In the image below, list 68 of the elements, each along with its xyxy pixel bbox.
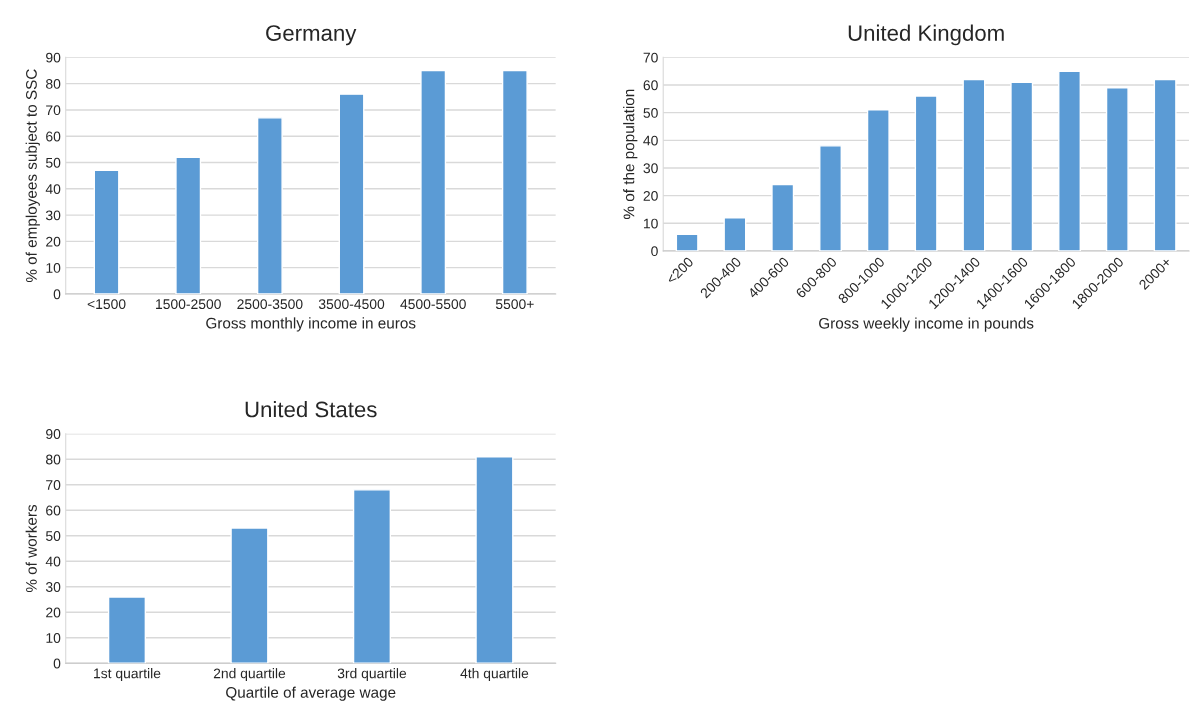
- bar: [107, 596, 147, 664]
- bar: [475, 456, 514, 664]
- y-tick-label: 80: [46, 454, 61, 465]
- bar: [819, 145, 842, 251]
- y-tick-label: 10: [46, 633, 61, 643]
- x-tick-label: 1st quartile: [94, 668, 161, 682]
- y-axis-title: % of employees subject to SSC: [25, 69, 40, 283]
- bar: [1105, 87, 1129, 251]
- y-tick-label: 40: [45, 184, 61, 194]
- x-tick-label: 1500-2500: [156, 299, 221, 310]
- y-tick-label: 0: [53, 289, 61, 300]
- y-tick-label: 60: [46, 505, 61, 516]
- bar: [1058, 70, 1081, 251]
- bar: [230, 527, 269, 664]
- x-tick-label: 2500-3500: [237, 299, 303, 310]
- x-tick-label: 3rd quartile: [337, 668, 407, 682]
- y-tick-label: 70: [46, 480, 61, 490]
- y-tick-label: 30: [45, 582, 61, 592]
- y-tick-label: 20: [643, 190, 658, 201]
- x-tick-label: 5500+: [495, 299, 534, 310]
- x-tick-label: 3500-4500: [318, 299, 385, 310]
- x-tick-label: 2nd quartile: [213, 668, 286, 682]
- y-tick-label: 50: [45, 531, 61, 541]
- x-tick-label: 4500-5500: [400, 299, 466, 310]
- x-axis-title: Gross weekly income in pounds: [819, 317, 1034, 332]
- y-tick-label: 10: [46, 263, 61, 273]
- bar: [93, 169, 120, 294]
- x-axis-title: Gross monthly income in euros: [206, 317, 416, 332]
- y-tick-label: 0: [651, 246, 658, 257]
- y-tick-label: 40: [643, 135, 658, 146]
- bar: [501, 69, 528, 294]
- bar: [866, 109, 890, 251]
- x-tick-label: 4th quartile: [460, 668, 529, 682]
- y-tick-label: 30: [45, 210, 61, 221]
- y-tick-label: 50: [643, 108, 658, 118]
- y-tick-label: 20: [46, 236, 61, 247]
- y-tick-label: 30: [643, 163, 658, 174]
- bar: [256, 117, 283, 294]
- bar: [352, 489, 392, 664]
- y-tick-label: 90: [46, 52, 61, 63]
- bar: [175, 156, 202, 294]
- bar: [723, 217, 747, 251]
- bar: [675, 233, 699, 251]
- y-tick-label: 60: [643, 80, 658, 91]
- bar: [914, 95, 938, 251]
- bar: [420, 69, 447, 294]
- y-tick-label: 20: [46, 607, 61, 618]
- y-axis-title: % of workers: [25, 504, 37, 593]
- bar: [962, 78, 986, 251]
- x-axis-title: Quartile of average wage: [226, 686, 396, 701]
- y-tick-label: 70: [643, 52, 658, 63]
- bar: [338, 93, 365, 294]
- y-tick-label: 80: [46, 78, 61, 89]
- x-tick-label: <1500: [87, 299, 126, 310]
- chart-title: Germany: [266, 25, 357, 46]
- y-tick-label: 90: [46, 429, 61, 439]
- chart-title: United Kingdom: [848, 24, 1004, 46]
- y-tick-label: 0: [53, 658, 61, 669]
- bar: [771, 183, 795, 251]
- bar: [1010, 81, 1034, 251]
- y-tick-label: 70: [46, 105, 61, 116]
- y-tick-label: 50: [45, 157, 61, 168]
- y-tick-label: 10: [643, 218, 658, 229]
- y-tick-label: 60: [46, 131, 61, 142]
- chart-title: United States: [245, 401, 377, 418]
- y-tick-label: 40: [45, 556, 61, 567]
- bar: [1153, 78, 1177, 251]
- y-axis-title: % of the population: [623, 89, 638, 220]
